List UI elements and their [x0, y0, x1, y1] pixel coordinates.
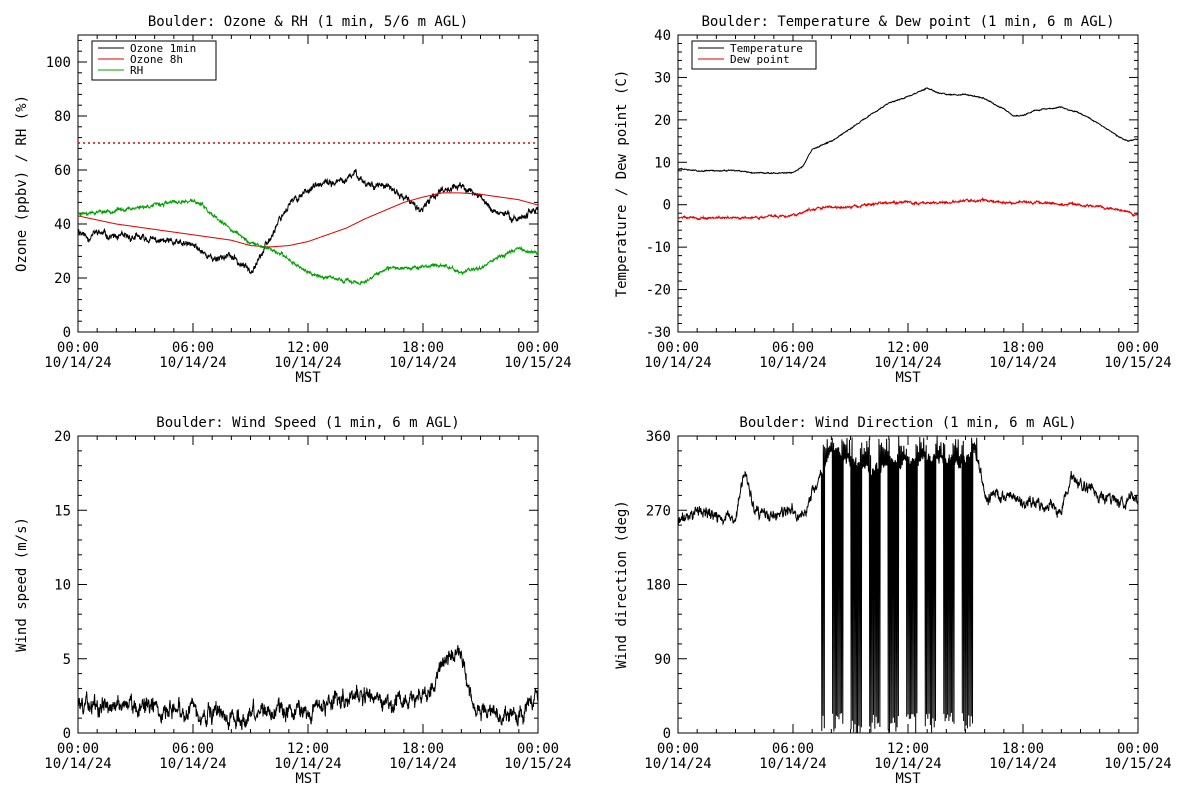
x-tick-label-time: 00:00	[1117, 741, 1159, 757]
y-axis-label: Ozone (ppbv) / RH (%)	[14, 95, 30, 272]
x-tick-label-time: 18:00	[1002, 741, 1044, 757]
y-tick-label: 40	[654, 28, 671, 44]
x-tick-label-time: 18:00	[402, 741, 444, 757]
x-axis-label: MST	[895, 370, 921, 386]
y-axis-label: Wind speed (m/s)	[14, 517, 30, 652]
x-tick-label-date: 10/15/24	[504, 355, 571, 371]
x-tick-label-date: 10/14/24	[159, 355, 226, 371]
x-tick-label-time: 12:00	[287, 340, 329, 356]
x-tick-label-date: 10/14/24	[759, 355, 826, 371]
y-tick-label: 270	[646, 503, 671, 519]
x-tick-label-time: 00:00	[657, 741, 699, 757]
y-tick-label: -20	[646, 283, 671, 299]
x-tick-label-date: 10/14/24	[644, 756, 711, 772]
x-tick-label-date: 10/15/24	[504, 756, 571, 772]
y-tick-label: 10	[654, 155, 671, 171]
y-tick-label: 20	[54, 271, 71, 287]
x-tick-label-date: 10/15/24	[1104, 756, 1171, 772]
series-line-2-1	[678, 87, 1138, 175]
x-tick-label-time: 12:00	[887, 741, 929, 757]
y-tick-label: 5	[63, 652, 71, 668]
x-tick-label-date: 10/14/24	[389, 756, 456, 772]
y-tick-label: 90	[654, 652, 671, 668]
y-tick-label: -10	[646, 240, 671, 256]
y-tick-label: 0	[63, 726, 71, 742]
plot-frame	[677, 34, 1139, 333]
series-line-1-3	[78, 198, 538, 286]
x-tick-label-date: 10/14/24	[274, 355, 341, 371]
x-tick-label-time: 18:00	[1002, 340, 1044, 356]
x-tick-label-date: 10/14/24	[989, 355, 1056, 371]
x-tick-label-date: 10/14/24	[759, 756, 826, 772]
y-tick-label: 80	[54, 109, 71, 125]
y-tick-label: 30	[654, 70, 671, 86]
x-tick-label-time: 06:00	[772, 741, 814, 757]
x-tick-label-date: 10/14/24	[644, 355, 711, 371]
x-tick-label-date: 10/14/24	[874, 355, 941, 371]
legend-box	[691, 40, 817, 70]
x-tick-label-date: 10/14/24	[44, 355, 111, 371]
legend-label: Ozone 1min	[130, 42, 196, 55]
legend-label: Temperature	[730, 42, 803, 55]
x-tick-label-time: 00:00	[57, 340, 99, 356]
x-tick-label-time: 00:00	[657, 340, 699, 356]
chart-title: Boulder: Temperature & Dew point (1 min,…	[701, 14, 1114, 30]
series-line-1-2	[78, 192, 538, 248]
x-tick-label-time: 18:00	[402, 340, 444, 356]
x-tick-label-date: 10/14/24	[159, 756, 226, 772]
x-tick-label-time: 06:00	[772, 340, 814, 356]
series-line-3-1	[78, 645, 538, 731]
y-tick-label: 100	[46, 55, 71, 71]
series-line-1-1	[78, 168, 538, 275]
legend-label: Dew point	[730, 53, 790, 66]
x-tick-label-time: 00:00	[517, 340, 559, 356]
x-tick-label-date: 10/14/24	[989, 756, 1056, 772]
x-tick-label-time: 06:00	[172, 340, 214, 356]
y-tick-label: 0	[63, 325, 71, 341]
x-tick-label-time: 06:00	[172, 741, 214, 757]
x-axis-label: MST	[295, 771, 321, 787]
x-axis-label: MST	[295, 370, 321, 386]
x-tick-label-time: 00:00	[517, 741, 559, 757]
y-axis-label: Temperature / Dew point (C)	[614, 70, 630, 298]
x-tick-label-date: 10/14/24	[389, 355, 456, 371]
x-tick-label-time: 12:00	[887, 340, 929, 356]
y-tick-label: 10	[54, 578, 71, 594]
y-tick-label: -30	[646, 325, 671, 341]
y-axis-label: Wind direction (deg)	[614, 500, 630, 669]
y-tick-label: 20	[54, 429, 71, 445]
y-tick-label: 0	[663, 198, 671, 214]
series-line-4-1	[678, 436, 1138, 733]
series-line-2-2	[678, 196, 1138, 221]
y-tick-label: 360	[646, 429, 671, 445]
legend-label: Ozone 8h	[130, 53, 183, 66]
y-tick-label: 60	[54, 163, 71, 179]
x-tick-label-date: 10/14/24	[274, 756, 341, 772]
x-tick-label-time: 00:00	[1117, 340, 1159, 356]
y-tick-label: 20	[654, 113, 671, 129]
y-tick-label: 0	[663, 726, 671, 742]
chart-title: Boulder: Wind Speed (1 min, 6 m AGL)	[156, 415, 459, 431]
chart-title: Boulder: Wind Direction (1 min, 6 m AGL)	[739, 415, 1076, 431]
chart-title: Boulder: Ozone & RH (1 min, 5/6 m AGL)	[148, 14, 468, 30]
x-tick-label-time: 12:00	[287, 741, 329, 757]
x-axis-label: MST	[895, 771, 921, 787]
x-tick-label-date: 10/14/24	[44, 756, 111, 772]
y-tick-label: 40	[54, 217, 71, 233]
y-tick-label: 15	[54, 503, 71, 519]
legend-label: RH	[130, 64, 143, 77]
x-tick-label-date: 10/15/24	[1104, 355, 1171, 371]
x-tick-label-time: 00:00	[57, 741, 99, 757]
x-tick-label-date: 10/14/24	[874, 756, 941, 772]
y-tick-label: 180	[646, 578, 671, 594]
